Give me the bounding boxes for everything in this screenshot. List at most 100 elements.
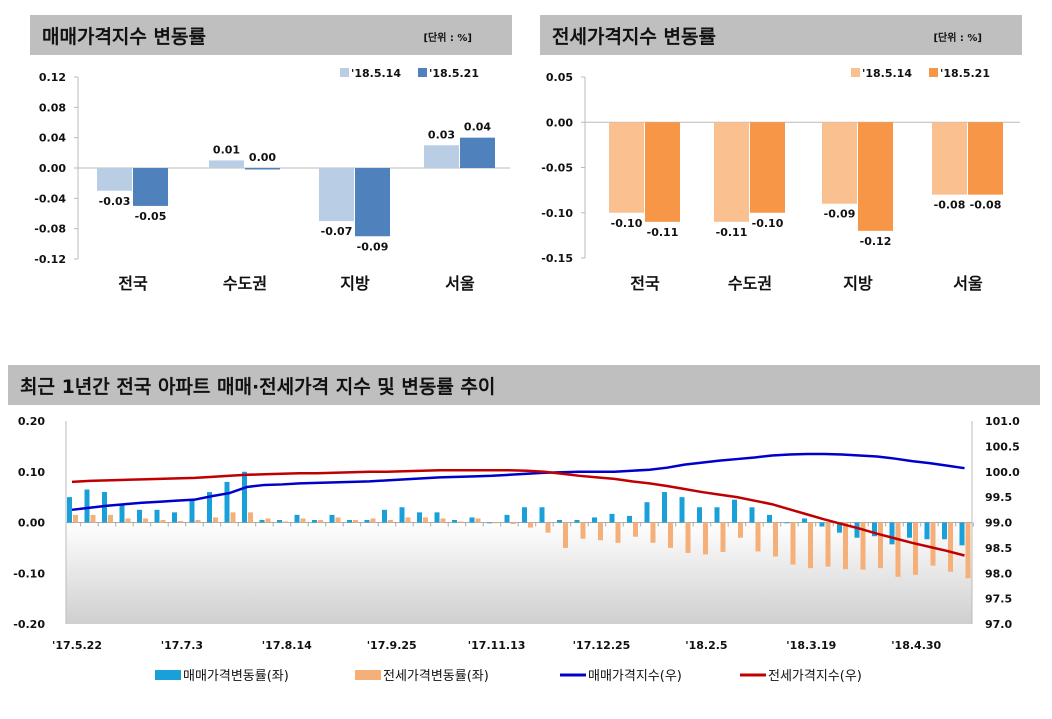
category-label: 서울 <box>445 274 475 293</box>
sale-change-bar <box>452 519 457 523</box>
left-tick-label: 0.20 <box>18 415 45 428</box>
sale-change-bar <box>67 497 72 523</box>
bar-latest <box>460 137 495 168</box>
y-tick-label: -0.15 <box>541 252 573 265</box>
data-label: -0.09 <box>824 208 856 221</box>
data-label: -0.11 <box>716 226 748 239</box>
jeonse-change-bar <box>528 522 533 528</box>
sale-change-bar <box>469 517 475 523</box>
legend-label: '18.5.21 <box>429 67 479 80</box>
sale-change-bar <box>767 514 772 523</box>
jeonse-change-bar <box>143 518 148 523</box>
sale-change-bar <box>574 519 580 523</box>
jeonse-change-bar <box>860 522 866 570</box>
jeonse-change-bar <box>738 522 743 538</box>
sale-change-bar <box>924 522 930 540</box>
x-tick-label: '17.7.3 <box>161 639 203 652</box>
trend-chart-header: 최근 1년간 전국 아파트 매매·전세가격 지수 및 변동률 추이 <box>8 365 1040 405</box>
data-label: 0.04 <box>464 121 491 134</box>
data-label: -0.08 <box>970 199 1002 212</box>
category-label: 수도권 <box>728 274 772 293</box>
x-tick-label: '17.12.25 <box>573 639 631 652</box>
bar-latest <box>355 168 390 237</box>
legend-label: 전세가격지수(우) <box>768 669 862 684</box>
category-label: 전국 <box>118 274 148 293</box>
y-tick-label: 0.08 <box>39 101 66 114</box>
sale-change-bar <box>679 497 685 523</box>
x-tick-label: '17.8.14 <box>262 639 312 652</box>
sale-change-bar <box>714 507 720 523</box>
right-tick-label: 98.5 <box>985 542 1012 555</box>
x-tick-label: '18.4.30 <box>891 639 941 652</box>
sale-change-bar <box>557 519 562 523</box>
sale-change-bar <box>907 522 912 538</box>
jeonse-change-bar <box>458 521 463 523</box>
jeonse-change-bar <box>108 514 113 523</box>
jeonse-change-bar <box>790 522 796 565</box>
x-tick-label: '18.2.5 <box>685 639 727 652</box>
legend-swatch <box>418 68 427 77</box>
jeonse-change-bar <box>948 522 953 572</box>
sale-change-bar <box>207 492 212 523</box>
sale-change-bar <box>312 519 317 523</box>
y-tick-label: 0.00 <box>39 162 66 175</box>
data-label: 0.00 <box>249 151 276 164</box>
sale-change-bar <box>224 481 230 523</box>
sale-change-bar <box>189 499 195 523</box>
sale-chart-header: 매매가격지수 변동률 [단위 : %] <box>30 15 512 55</box>
jeonse-change-bar <box>703 522 708 555</box>
jeonse-change-bar <box>335 517 341 523</box>
sale-change-bar <box>277 519 282 523</box>
sale-change-bar <box>784 522 790 524</box>
legend-label: '18.5.14 <box>351 67 401 80</box>
left-tick-label: -0.20 <box>13 618 45 631</box>
jeonse-change-bar <box>545 522 551 533</box>
jeonse-change-bar <box>755 522 761 552</box>
legend-swatch <box>929 68 938 77</box>
jeonse-change-bar <box>825 522 831 567</box>
sale-change-bar <box>697 507 702 523</box>
sale-change-bar <box>539 507 545 523</box>
legend-label: '18.5.21 <box>940 67 990 80</box>
jeonse-change-bar <box>720 522 726 552</box>
sale-change-bar <box>854 522 860 538</box>
jeonse-change-bar <box>423 517 428 523</box>
jeonse-change-bar <box>668 522 673 548</box>
y-tick-label: 0.12 <box>39 71 66 84</box>
sale-change-bar <box>837 522 842 533</box>
jeonse-change-bar <box>318 519 323 523</box>
sale-change-bar <box>347 519 352 523</box>
jeonse-change-bar <box>580 522 586 539</box>
x-tick-label: '17.9.25 <box>367 639 417 652</box>
right-tick-label: 100.0 <box>985 466 1020 479</box>
jeonse-change-bar <box>493 522 498 524</box>
bar-previous <box>319 168 354 222</box>
jeonse-change-bar <box>178 520 183 523</box>
category-label: 지방 <box>843 274 873 293</box>
jeonse-change-bar <box>283 521 288 523</box>
bar-latest <box>645 122 680 222</box>
right-tick-label: 101.0 <box>985 415 1020 428</box>
data-label: -0.12 <box>860 235 892 248</box>
jeonse-chart-title: 전세가격지수 변동률 <box>552 26 716 48</box>
sale-change-bar <box>417 512 422 523</box>
jeonse-change-bar <box>125 518 131 523</box>
jeonse-change-bar <box>913 522 918 575</box>
sale-change-bar <box>487 522 492 524</box>
jeonse-change-bar <box>965 522 971 579</box>
data-label: -0.03 <box>99 195 131 208</box>
data-label: -0.10 <box>752 217 784 230</box>
sale-change-bar <box>294 514 300 523</box>
jeonse-change-bar <box>353 519 358 523</box>
trend-chart-title: 최근 1년간 전국 아파트 매매·전세가격 지수 및 변동률 추이 <box>20 376 496 398</box>
sale-change-bar <box>504 514 510 523</box>
jeonse-change-bar <box>160 519 166 523</box>
sale-change-bar <box>872 522 877 537</box>
jeonse-change-bar <box>73 514 78 523</box>
left-tick-label: 0.00 <box>18 517 45 530</box>
legend-label: 매매가격변동률(좌) <box>183 669 289 684</box>
jeonse-change-bar <box>510 522 516 525</box>
sale-change-bar <box>119 504 125 523</box>
sale-change-bar <box>329 514 335 523</box>
jeonse-change-bar <box>388 519 393 523</box>
